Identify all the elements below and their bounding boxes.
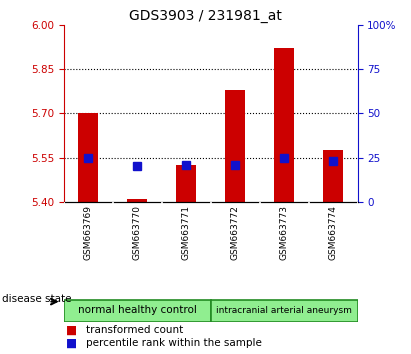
Text: percentile rank within the sample: percentile rank within the sample	[86, 338, 262, 348]
Text: transformed count: transformed count	[86, 325, 184, 335]
Text: disease state: disease state	[2, 294, 72, 304]
Text: ■: ■	[66, 337, 77, 350]
Bar	[64, 299, 210, 322]
Bar	[225, 90, 245, 202]
Text: ■: ■	[66, 324, 77, 336]
Text: GSM663769: GSM663769	[84, 205, 93, 260]
Bar	[127, 199, 147, 202]
Bar	[323, 150, 343, 202]
Text: GSM663773: GSM663773	[279, 205, 289, 260]
Bar	[176, 165, 196, 202]
Text: GSM663772: GSM663772	[231, 205, 240, 259]
Text: GSM663771: GSM663771	[182, 205, 191, 260]
Text: normal healthy control: normal healthy control	[78, 305, 196, 315]
Text: GSM663770: GSM663770	[133, 205, 142, 260]
Text: intracranial arterial aneurysm: intracranial arterial aneurysm	[216, 306, 352, 315]
Bar	[211, 299, 358, 322]
Bar	[79, 113, 98, 202]
Text: GSM663774: GSM663774	[328, 205, 337, 259]
Bar	[274, 48, 294, 202]
Text: GDS3903 / 231981_at: GDS3903 / 231981_at	[129, 9, 282, 23]
